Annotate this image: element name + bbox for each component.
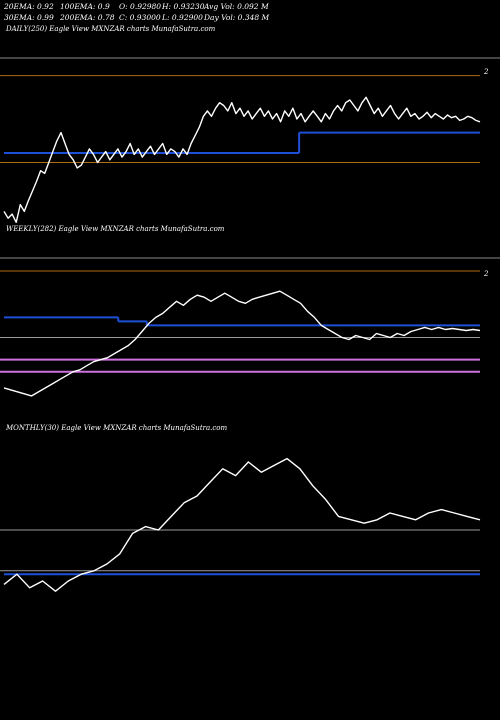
avg-vol-label: Avg Vol: 0.092 M xyxy=(204,2,269,11)
panel-3-price-line xyxy=(3,457,481,592)
ema20-label: 20EMA: 0.92 xyxy=(4,2,54,11)
panel-1-edge-label: 2 xyxy=(483,68,489,76)
low-label: L: 0.92900 xyxy=(162,13,203,22)
open-label: O: 0.92980 xyxy=(119,2,162,11)
high-label: H: 0.93230 xyxy=(162,2,205,11)
panel-2-edge-label: 2 xyxy=(483,270,489,278)
panel-2-title: WEEKLY(282) Eagle View MXNZAR charts Mun… xyxy=(6,225,225,233)
panel-1-price-line xyxy=(3,96,481,224)
ema200-label: 200EMA: 0.78 xyxy=(60,13,115,22)
close-label: C: 0.93000 xyxy=(119,13,161,22)
ema100-label: 100EMA: 0.9 xyxy=(60,2,110,11)
day-vol-label: Day Vol: 0.348 M xyxy=(204,13,270,22)
panel-2-price-line xyxy=(3,290,481,397)
panel-3-title: MONTHLY(30) Eagle View MXNZAR charts Mun… xyxy=(5,424,228,432)
ema30-label: 30EMA: 0.99 xyxy=(4,13,54,22)
panel-1-title: DAILY(250) Eagle View MXNZAR charts Muna… xyxy=(5,25,216,33)
